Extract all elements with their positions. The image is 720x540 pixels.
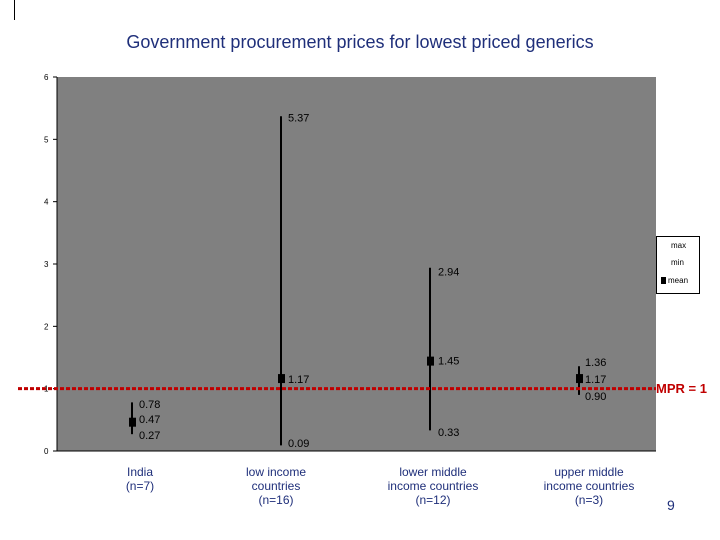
data-label-max: 5.37 [288,112,309,124]
y-axis: 0 1 2 3 4 5 6 [44,73,656,456]
legend-swatch-mean [661,277,666,285]
data-label-min: 0.09 [288,438,309,450]
data-label-mean: 1.17 [585,374,606,386]
chart-marks: 0.78 0.47 0.27 5.37 1.17 0.09 2.94 1.45 0.33 1.36… [129,112,606,450]
x-category-label: lower middle income countries (n=12) [387,465,479,507]
page-number: 9 [667,497,675,513]
legend-label-mean: mean [668,276,689,285]
legend-entry-min: min [671,257,684,269]
data-label-mean: 1.17 [288,374,309,386]
y-tick-label: 6 [44,73,49,82]
y-tick-label: 5 [44,135,49,144]
data-label-min: 0.90 [585,391,606,403]
edge-mark [14,0,15,20]
mean-marker [576,374,583,384]
x-category-label: low income countries (n=16) [245,465,307,507]
data-label-mean: 0.47 [139,414,160,426]
plot-area [57,77,656,451]
data-label-mean: 1.45 [438,356,459,368]
legend-entry-max: max [671,240,686,252]
data-label-max: 0.78 [139,399,160,411]
x-category-label: upper middle income countries (n=3) [543,465,635,507]
mpr-label: MPR = 1 [656,381,707,396]
y-tick-label: 4 [44,198,49,207]
data-label-min: 0.33 [438,427,459,439]
data-label-max: 1.36 [585,357,606,369]
mean-marker [278,374,285,384]
mean-marker [427,356,434,366]
y-tick-label: 3 [44,260,49,269]
legend-label-min: min [671,258,684,267]
x-category-label: India (n=7) [125,465,155,493]
y-tick-label: 1 [44,385,49,394]
data-label-max: 2.94 [438,267,459,279]
data-label-min: 0.27 [139,430,160,442]
y-tick-label: 0 [44,447,49,456]
legend-label-max: max [671,241,687,250]
y-tick-label: 2 [44,322,49,331]
mean-marker [129,417,136,427]
legend: max min mean [656,236,700,294]
chart-title: Government procurement prices for lowest… [126,32,594,52]
legend-entry-mean: mean [661,275,688,287]
